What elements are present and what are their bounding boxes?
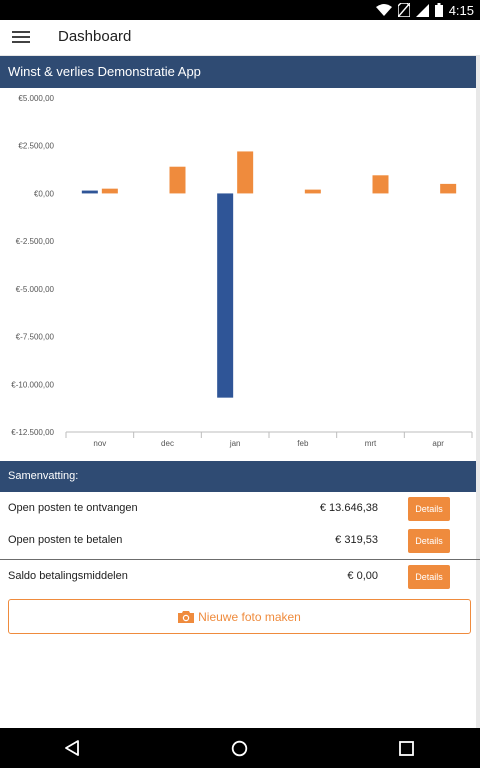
y-tick-label: €-10.000,00 <box>11 380 54 389</box>
bar-jan-series-2 <box>237 151 254 194</box>
status-time: 4:15 <box>448 2 474 18</box>
chart-section-header: Winst & verlies Demonstratie App <box>0 56 476 88</box>
new-photo-button[interactable]: Nieuwe foto maken <box>8 599 471 634</box>
y-tick-label: €-12.500,00 <box>11 428 54 437</box>
signal-icon <box>415 3 429 17</box>
details-button-payables[interactable]: Details <box>408 529 450 553</box>
navigation-bar <box>0 728 480 768</box>
row-value: € 0,00 <box>347 570 378 582</box>
row-label: Open posten te ontvangen <box>8 502 138 514</box>
x-tick-label: dec <box>161 439 174 448</box>
x-tick-label: feb <box>297 439 309 448</box>
bar-nov-series-2 <box>101 188 118 194</box>
home-icon[interactable] <box>231 740 248 757</box>
bar-feb-series-2 <box>304 189 321 194</box>
summary-title: Samenvatting: <box>8 470 79 482</box>
y-tick-label: €-2.500,00 <box>16 237 55 246</box>
app-bar: Dashboard <box>0 20 480 56</box>
no-sim-icon <box>397 3 410 17</box>
hamburger-menu-icon[interactable] <box>11 29 31 45</box>
bar-dec-series-2 <box>169 166 186 194</box>
summary-header: Samenvatting: <box>0 461 476 492</box>
y-tick-label: €-7.500,00 <box>16 333 55 342</box>
back-icon[interactable] <box>64 740 80 756</box>
y-tick-label: €0,00 <box>34 189 55 198</box>
row-value: € 13.646,38 <box>319 502 378 514</box>
details-button-cash[interactable]: Details <box>408 565 450 589</box>
profit-loss-chart: €5.000,00 €2.500,00 €0,00 €-2.500,00 €-5.000… <box>11 94 473 448</box>
divider <box>0 559 480 560</box>
x-tick-label: nov <box>93 439 106 448</box>
x-tick-label: jan <box>229 439 241 448</box>
x-tick-label: mrt <box>365 439 377 448</box>
x-tick-label: apr <box>432 439 444 448</box>
camera-icon <box>178 610 195 623</box>
chart-section-title: Winst & verlies Demonstratie App <box>8 64 201 79</box>
y-tick-label: €-5.000,00 <box>16 285 55 294</box>
bar-jan-series-1 <box>217 193 234 398</box>
status-bar: 4:15 <box>0 0 480 20</box>
status-icons: 4:15 <box>375 2 474 18</box>
y-tick-label: €2.500,00 <box>18 142 54 151</box>
bar-mrt-series-2 <box>372 175 389 194</box>
bar-nov-series-1 <box>81 190 98 194</box>
summary-row-payables: Open posten te betalen € 319,53 Details <box>0 525 476 557</box>
new-photo-label: Nieuwe foto maken <box>198 609 301 624</box>
scrollbar[interactable] <box>476 56 480 728</box>
summary-row-receivables: Open posten te ontvangen € 13.646,38 Det… <box>0 493 476 525</box>
row-value: € 319,53 <box>335 534 378 546</box>
summary-row-cash: Saldo betalingsmiddelen € 0,00 Details <box>0 561 476 593</box>
wifi-icon <box>375 4 392 16</box>
row-label: Open posten te betalen <box>8 534 123 546</box>
bar-apr-series-2 <box>440 183 457 194</box>
recents-icon[interactable] <box>399 741 414 756</box>
y-tick-label: €5.000,00 <box>18 94 54 103</box>
battery-icon <box>434 3 443 17</box>
details-button-receivables[interactable]: Details <box>408 497 450 521</box>
page-title: Dashboard <box>58 28 132 45</box>
row-label: Saldo betalingsmiddelen <box>8 570 128 582</box>
